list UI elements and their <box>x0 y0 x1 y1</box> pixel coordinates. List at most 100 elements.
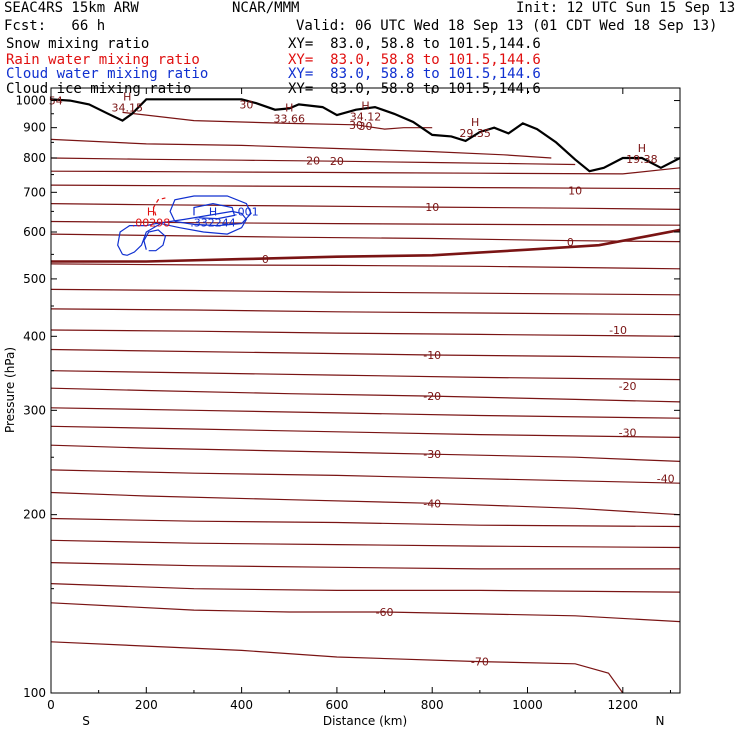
temperature-contour <box>51 602 680 623</box>
max-marker-h: H <box>638 142 646 155</box>
y-tick-label: 600 <box>23 225 46 239</box>
max-value-label: 34.15 <box>111 102 143 115</box>
temperature-contour <box>51 288 680 296</box>
field-xy-cloud-water: XY= 83.0, 58.8 to 101.5,144.6 <box>288 66 541 82</box>
y-tick-label: 900 <box>23 121 46 135</box>
temperature-contour <box>51 157 576 166</box>
contour-label: 30 <box>359 120 373 133</box>
temperature-contour-label: -70 <box>471 656 489 669</box>
max-marker-h: H <box>209 205 217 218</box>
contour-label: 0 <box>567 236 574 249</box>
cloud-water-contour <box>193 202 236 220</box>
y-axis-title: Pressure (hPa) <box>3 347 17 433</box>
temperature-contour-label: 20 <box>330 155 344 168</box>
x-tick-label: 400 <box>230 698 253 712</box>
field-name-rain: Rain water mixing ratio <box>6 52 200 68</box>
temperature-contour <box>51 308 680 316</box>
freezing-level-contour <box>51 228 680 263</box>
contour-label: -30 <box>619 427 637 440</box>
x-tick-label: 1000 <box>512 698 543 712</box>
max-marker-h: H <box>285 102 293 115</box>
forecast-hour: Fcst: 66 h <box>4 18 106 34</box>
max-marker-h: H <box>123 91 131 104</box>
center-name: NCAR/MMM <box>232 0 300 16</box>
temperature-contour <box>122 111 433 130</box>
y-tick-label: 800 <box>23 151 46 165</box>
contour-label: 30 <box>239 98 253 111</box>
max-value-label: .00298 <box>132 216 171 229</box>
rain-water-contour <box>152 197 166 216</box>
temperature-contour <box>51 425 680 438</box>
y-tick-label: 400 <box>23 329 46 343</box>
field-name-cloud-water: Cloud water mixing ratio <box>6 66 209 82</box>
temperature-contour <box>51 469 680 484</box>
x-tick-label: 200 <box>135 698 158 712</box>
temperature-contour <box>51 138 552 159</box>
max-value-label: .332244 <box>190 216 236 229</box>
x-tick-label: 600 <box>325 698 348 712</box>
x-axis-title: Distance (km) <box>323 714 407 728</box>
max-marker-h: H <box>471 116 479 129</box>
valid-time: Valid: 06 UTC Wed 18 Sep 13 (01 CDT Wed … <box>296 18 718 34</box>
temperature-contour <box>51 263 680 270</box>
max-marker-h: H <box>361 100 369 113</box>
axes-layer: 0 200 400 600 800 1000 12001002003004005006007… <box>15 87 681 712</box>
max-value-label: 29.35 <box>459 127 491 140</box>
temperature-contour <box>51 583 680 593</box>
max-value-label: 19.38 <box>626 153 658 166</box>
x-axis-left-end: S <box>82 714 90 728</box>
max-value-label: 34.12 <box>350 111 382 124</box>
temperature-contour <box>51 407 680 419</box>
x-tick-label: 0 <box>47 698 55 712</box>
contour-label: -20 <box>619 380 637 393</box>
cloud-water-contour <box>143 229 167 252</box>
contour-label: 10 <box>568 184 582 197</box>
y-tick-label: 100 <box>23 686 46 700</box>
field-xy-snow: XY= 83.0, 58.8 to 101.5,144.6 <box>288 36 541 52</box>
temperature-contour-label: -10 <box>423 349 441 362</box>
cloud-water-contour <box>117 210 248 256</box>
y-tick-label: 700 <box>23 185 46 199</box>
temperature-contour <box>51 562 680 570</box>
contour-label: -40 <box>657 473 675 486</box>
temperature-contour-label: -60 <box>376 606 394 619</box>
temperature-contour-label: -30 <box>423 448 441 461</box>
temperature-contour <box>51 167 680 175</box>
contour-label: -10 <box>609 324 627 337</box>
temperature-contour-label: -20 <box>423 390 441 403</box>
y-tick-label: 500 <box>23 272 46 286</box>
max-value-label: 33.66 <box>274 113 306 126</box>
model-name: SEAC4RS 15km ARW <box>4 0 139 16</box>
temperature-contour <box>51 329 680 337</box>
temperature-contour <box>51 220 680 226</box>
temperature-contour-label: 30 <box>349 119 363 132</box>
temperature-contour <box>51 370 680 381</box>
temperature-contour <box>51 233 680 243</box>
y-tick-label: 1000 <box>15 94 46 108</box>
max-marker-h: H <box>147 205 155 218</box>
freezing-level-label: 0 <box>262 253 269 266</box>
cloud-water-contour <box>169 195 252 227</box>
temperature-contour <box>51 491 680 516</box>
x-tick-label: 1200 <box>608 698 639 712</box>
temperature-contour <box>51 517 680 528</box>
temperature-contour <box>51 539 680 549</box>
temperature-contour-label: -40 <box>423 497 441 510</box>
temperature-contour <box>51 387 680 403</box>
terrain-line <box>51 98 680 173</box>
init-time: Init: 12 UTC Sun 15 Sep 13 <box>516 0 736 16</box>
temperature-contour <box>51 444 680 462</box>
cloud-water-contour-label: .001 <box>234 206 259 219</box>
field-xy-cloud-ice: XY= 83.0, 58.8 to 101.5,144.6 <box>288 81 541 97</box>
x-axis-right-end: N <box>656 714 665 728</box>
y-tick-label: 200 <box>23 508 46 522</box>
field-name-cloud-ice: Cloud ice mixing ratio <box>6 81 192 97</box>
contour-label: 20 <box>306 155 320 168</box>
temperature-contour <box>51 184 680 190</box>
field-name-snow: Snow mixing ratio <box>6 36 150 52</box>
x-tick-label: 800 <box>421 698 444 712</box>
contour-layer: -70-60-40-30-20-101020300.001H.00298H.33… <box>49 91 680 693</box>
y-tick-label: 300 <box>23 403 46 417</box>
temperature-contour <box>51 348 680 359</box>
